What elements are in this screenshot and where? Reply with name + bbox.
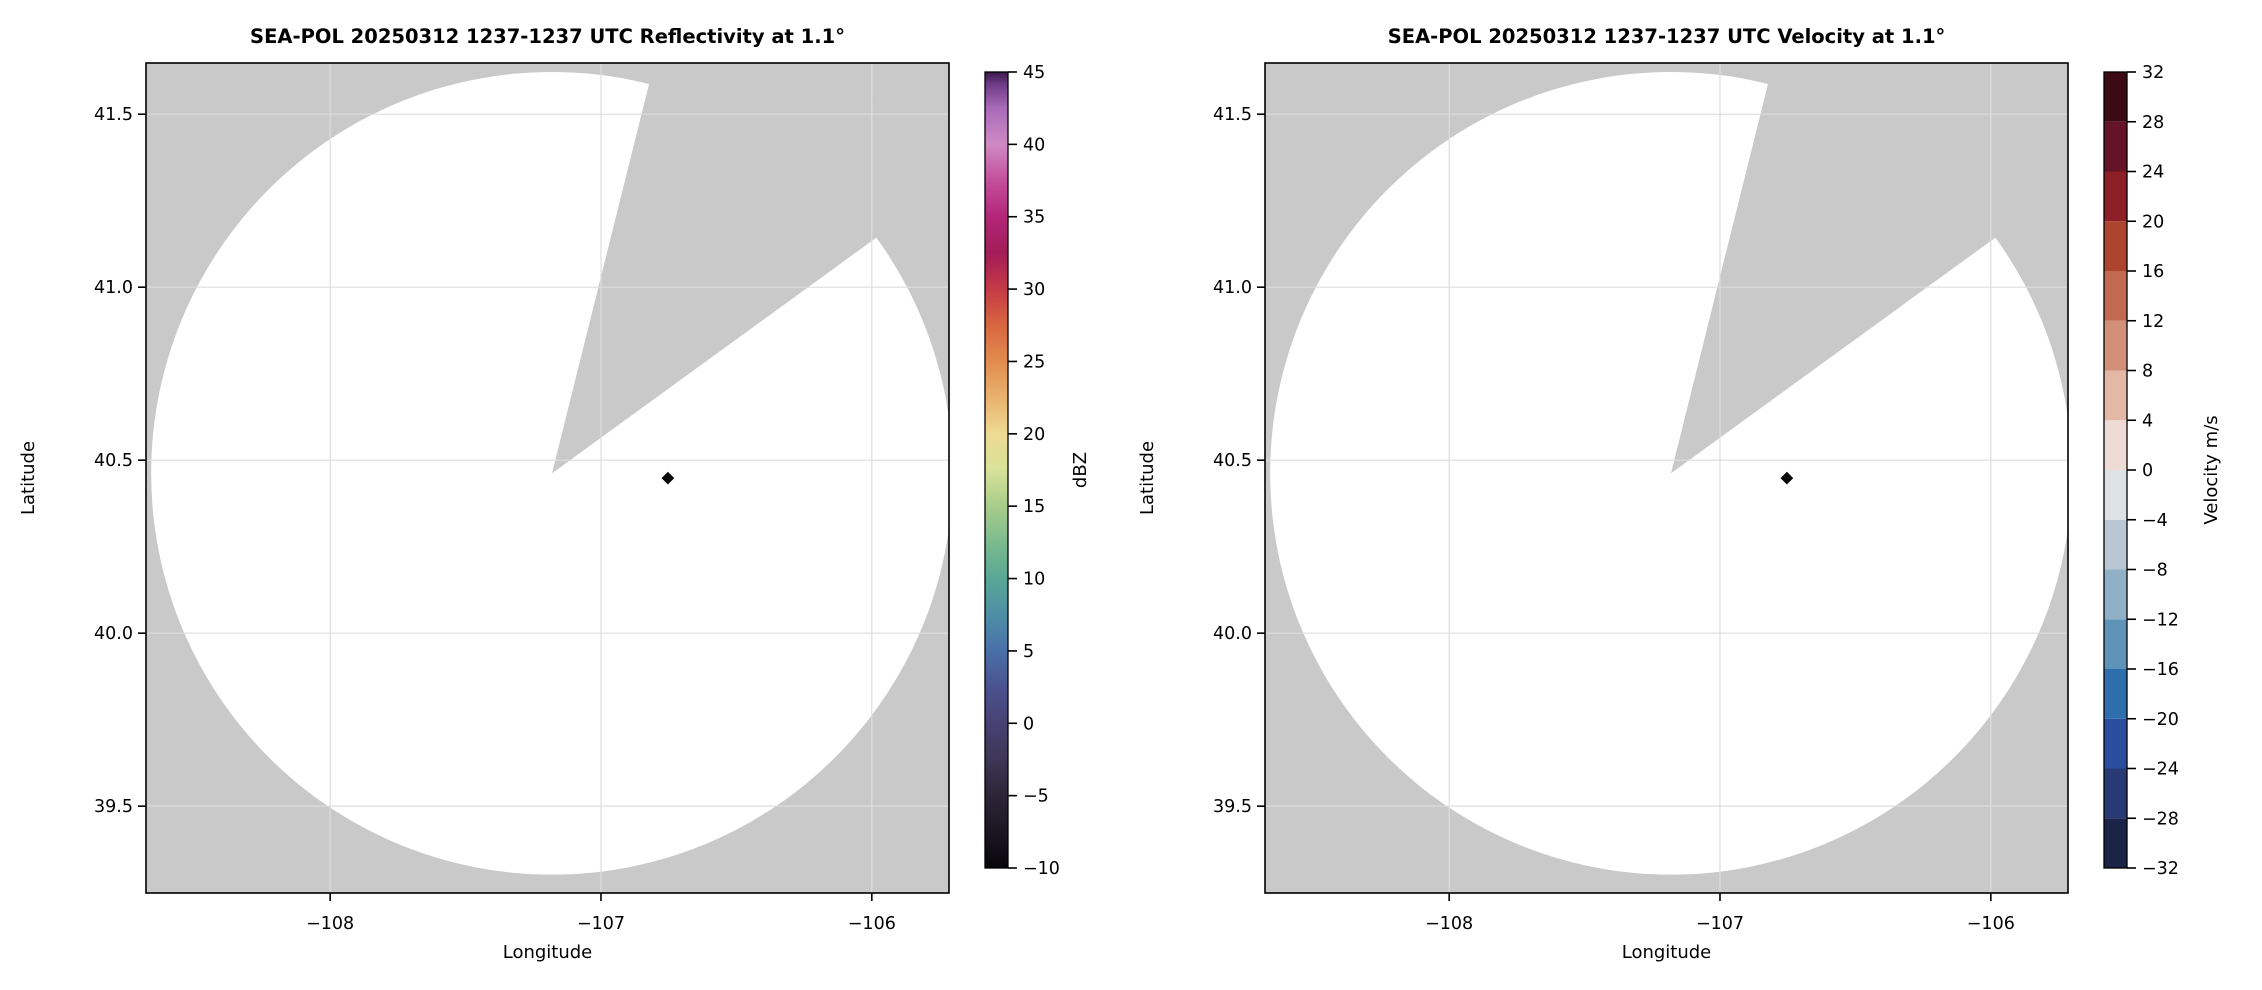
colorbar-tick-label: 28 [2142, 113, 2164, 133]
y-tick-label: 40.5 [1213, 451, 1252, 471]
axes-border [1264, 62, 2069, 894]
colorbar-tick-label: 12 [2142, 312, 2164, 332]
colorbar-tick-label: 32 [2142, 63, 2164, 83]
colorbar-segment [2104, 221, 2127, 271]
colorbar-gradient [985, 72, 1008, 868]
y-tick-label: 40.5 [94, 451, 133, 471]
colorbar-tick-label: 0 [1023, 714, 1034, 734]
colorbar-tick-label: −4 [2142, 511, 2168, 531]
colorbar-axis-label: Velocity m/s [2201, 415, 2222, 524]
colorbar-segment [2104, 470, 2127, 520]
colorbar-tick-label: 25 [1023, 352, 1045, 372]
colorbar-tick-label: −8 [2142, 561, 2168, 581]
colorbar-axis-label: dBZ [1070, 452, 1091, 488]
colorbar-tick-label: −24 [2142, 760, 2179, 780]
y-axis-label: Latitude [1137, 441, 1158, 515]
colorbar-tick-label: 45 [1023, 63, 1045, 83]
colorbar-tick-label: 8 [2142, 362, 2153, 382]
y-tick-label: 41.0 [1213, 278, 1252, 298]
colorbar-segment [2104, 121, 2127, 172]
colorbar-tick-label: −5 [1023, 787, 1049, 807]
colorbar-tick-label: −20 [2142, 710, 2179, 730]
colorbar-tick-label: 20 [1023, 425, 1045, 445]
x-axis-label: Longitude [1622, 942, 1712, 963]
colorbar-segment [2104, 271, 2127, 321]
colorbar-tick-label: 16 [2142, 262, 2164, 282]
y-tick-label: 40.0 [1213, 624, 1252, 644]
panel-title: SEA-POL 20250312 1237-1237 UTC Reflectiv… [250, 25, 845, 48]
colorbar-segment [2104, 519, 2127, 570]
colorbar-tick-label: −28 [2142, 809, 2179, 829]
plot-area [146, 63, 949, 893]
colorbar-segment [2104, 619, 2127, 669]
colorbar-segment [2104, 420, 2127, 470]
colorbar-tick-label: 30 [1023, 280, 1045, 300]
colorbar-tick-label: 20 [2142, 212, 2164, 232]
x-tick-label: −106 [1967, 914, 2015, 934]
colorbar-segment [2104, 320, 2127, 371]
x-tick-label: −108 [1425, 914, 1473, 934]
colorbar-tick-label: 35 [1023, 208, 1045, 228]
x-tick-label: −108 [306, 914, 354, 934]
reflectivity-panel: −108 −107 −106 39.5 40.0 40.5 41.0 41.5 SEA-POL … [18, 25, 1091, 963]
y-tick-label: 39.5 [1213, 797, 1252, 817]
missing-data-sector [1670, 63, 2068, 474]
colorbar-tick-label: −10 [1023, 859, 1060, 879]
x-axis-label: Longitude [503, 942, 593, 963]
colorbar-tick-label: 4 [2142, 411, 2153, 431]
colorbar-tick-label: 0 [2142, 461, 2153, 481]
plot-area [1265, 63, 2068, 893]
colorbar-tick-label: 5 [1023, 642, 1034, 662]
colorbar-tick-label: −12 [2142, 610, 2179, 630]
y-axis-label: Latitude [18, 441, 39, 515]
axes-border [145, 62, 950, 894]
y-tick-label: 39.5 [94, 797, 133, 817]
colorbar-segment [2104, 669, 2127, 719]
colorbar-segment [2104, 72, 2127, 122]
velocity-panel: −108 −107 −106 39.5 40.0 40.5 41.0 41.5 SEA-POL … [1137, 25, 2222, 963]
colorbar-tick-label: 40 [1023, 135, 1045, 155]
colorbar-tick-label: 10 [1023, 570, 1045, 590]
y-tick-label: 41.5 [1213, 105, 1252, 125]
x-tick-label: −107 [1696, 914, 1744, 934]
colorbar-tick-label: 24 [2142, 163, 2164, 183]
colorbar-segment [2104, 370, 2127, 421]
colorbar-tick-label: −32 [2142, 859, 2179, 879]
colorbar-tick-label: 15 [1023, 497, 1045, 517]
colorbar-segment [2104, 768, 2127, 819]
y-tick-label: 40.0 [94, 624, 133, 644]
colorbar-segment [2104, 718, 2127, 769]
colorbar-tick-label: −16 [2142, 660, 2179, 680]
colorbar-border [984, 71, 1009, 869]
colorbar-segment [2104, 171, 2127, 222]
colorbar-segment [2104, 569, 2127, 620]
panel-title: SEA-POL 20250312 1237-1237 UTC Velocity … [1388, 25, 1946, 48]
y-tick-label: 41.5 [94, 105, 133, 125]
x-tick-label: −107 [577, 914, 625, 934]
x-tick-label: −106 [848, 914, 896, 934]
colorbar-segment [2104, 818, 2127, 868]
y-tick-label: 41.0 [94, 278, 133, 298]
missing-data-sector [551, 63, 949, 474]
